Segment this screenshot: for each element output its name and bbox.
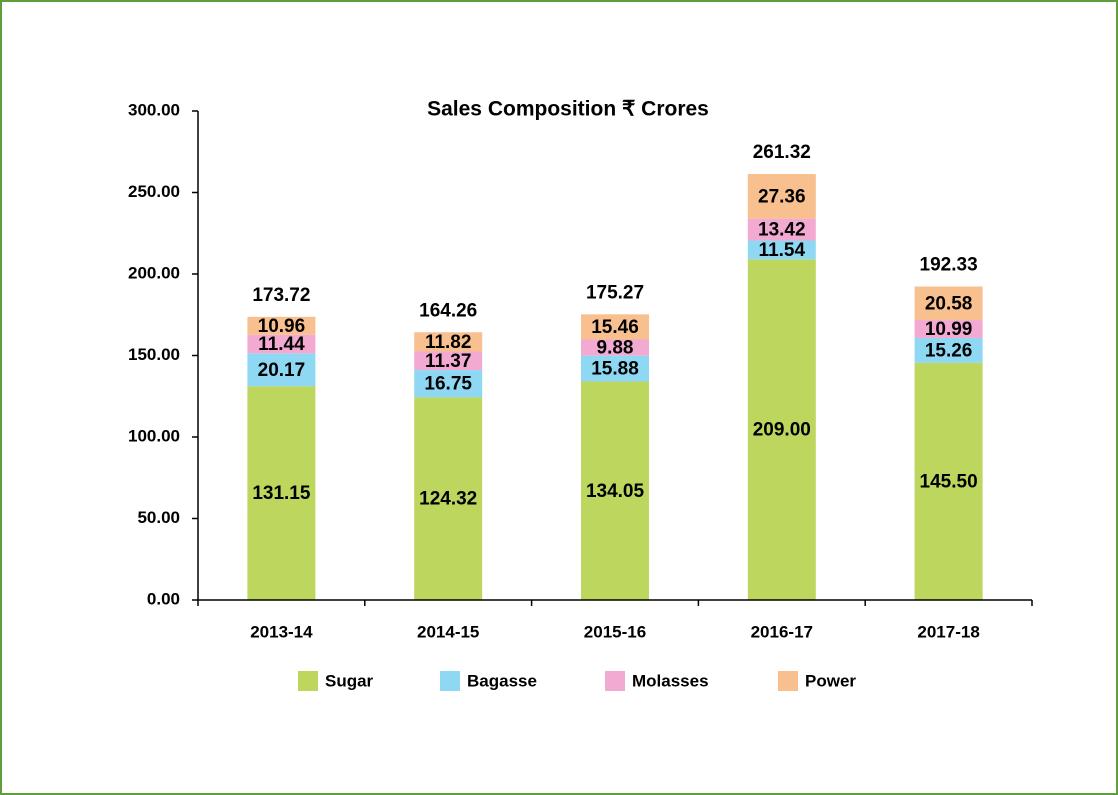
data-label: 20.58	[925, 293, 973, 314]
data-label: 134.05	[586, 481, 645, 502]
data-label: 10.99	[925, 319, 973, 340]
data-label: 145.50	[920, 471, 978, 492]
bar-segment	[914, 337, 983, 363]
chart-title: Sales Composition ₹ Crores	[427, 98, 709, 121]
data-label: 15.46	[591, 317, 639, 338]
y-tick-label: 200.00	[128, 263, 180, 282]
data-label: 11.44	[258, 334, 305, 355]
data-label: 11.54	[759, 240, 806, 261]
x-tick-label: 2014-15	[417, 622, 479, 641]
bar-segment	[247, 386, 316, 600]
bar-segment	[581, 339, 649, 356]
data-label: 11.82	[425, 332, 472, 353]
bar-segment	[247, 353, 316, 387]
data-label: 11.37	[425, 351, 472, 372]
x-tick-label: 2016-17	[751, 622, 813, 641]
total-label: 164.26	[419, 300, 477, 321]
legend-label: Sugar	[325, 671, 374, 690]
y-tick-label: 250.00	[128, 182, 180, 201]
bar-segment	[914, 286, 983, 321]
bar-segment	[581, 381, 649, 600]
data-label: 20.17	[258, 360, 306, 381]
bar-segment	[747, 240, 816, 260]
data-label: 131.15	[252, 483, 311, 504]
y-tick-label: 50.00	[137, 508, 180, 527]
legend-swatch	[778, 671, 798, 691]
data-label: 13.42	[758, 220, 806, 241]
legend-label: Bagasse	[467, 671, 537, 690]
legend-label: Molasses	[632, 671, 709, 690]
bar-segment	[747, 218, 816, 241]
data-label: 15.26	[925, 340, 973, 361]
data-label: 16.75	[424, 374, 472, 395]
x-tick-label: 2013-14	[250, 622, 313, 641]
legend-swatch	[605, 671, 625, 691]
bar-segment	[581, 355, 649, 382]
bar-segment	[414, 370, 483, 398]
bar-segment	[414, 351, 483, 371]
total-label: 261.32	[753, 142, 811, 163]
legend-label: Power	[805, 671, 856, 690]
x-tick-label: 2017-18	[917, 622, 979, 641]
bar-segment	[581, 314, 649, 340]
y-tick-label: 100.00	[128, 426, 180, 445]
data-label: 209.00	[753, 420, 811, 441]
data-label: 9.88	[597, 338, 634, 359]
total-label: 173.72	[252, 285, 310, 306]
x-tick-label: 2015-16	[584, 622, 646, 641]
y-tick-label: 0.00	[147, 589, 180, 608]
bar-segment	[914, 320, 983, 338]
bar-segment	[247, 316, 316, 335]
data-label: 124.32	[419, 489, 477, 510]
legend-swatch	[298, 671, 318, 691]
legend-swatch	[440, 671, 460, 691]
bar-segment	[914, 362, 983, 600]
bar-segment	[247, 334, 316, 354]
total-label: 192.33	[920, 255, 978, 276]
data-label: 27.36	[758, 186, 806, 207]
y-tick-label: 300.00	[128, 100, 180, 119]
y-tick-label: 150.00	[128, 345, 180, 364]
bar-segment	[414, 397, 483, 600]
bar-segment	[414, 332, 483, 352]
data-label: 15.88	[591, 359, 639, 380]
total-label: 175.27	[586, 282, 644, 303]
bar-segment	[747, 174, 816, 219]
data-label: 10.96	[258, 316, 306, 337]
bar-segment	[747, 259, 816, 600]
